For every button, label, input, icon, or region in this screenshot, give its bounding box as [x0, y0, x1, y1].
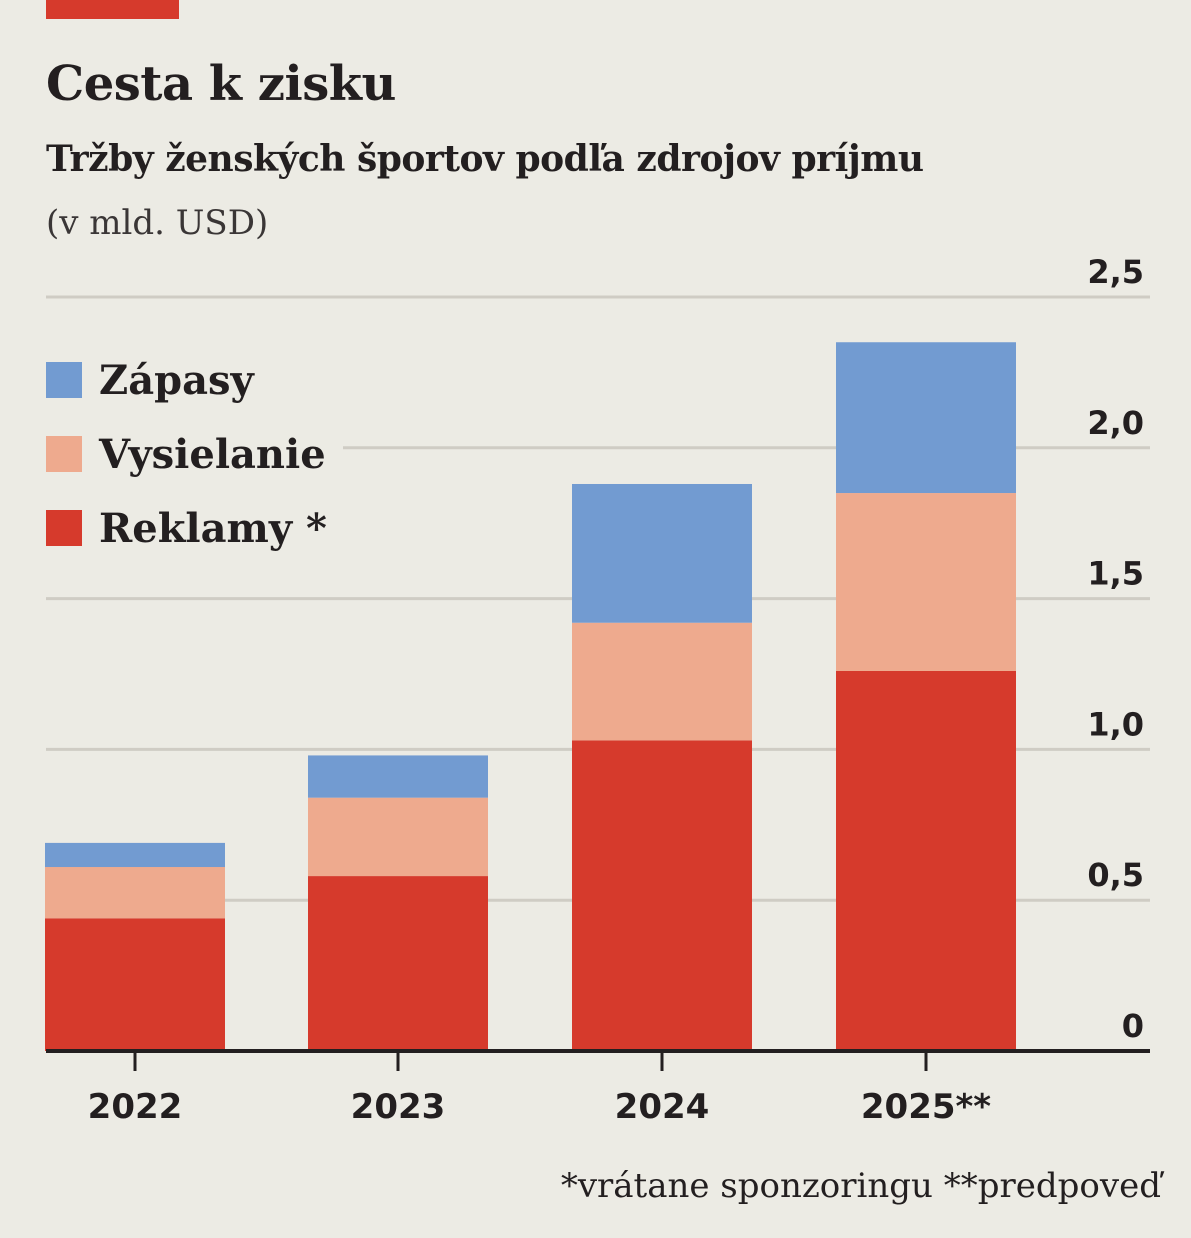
x-tick-label: 2024: [615, 1087, 710, 1127]
accent-bar: [46, 0, 179, 19]
bar-segment: [836, 670, 1016, 1051]
y-tick-label: 0: [1122, 1007, 1144, 1045]
x-tick-label: 2025**: [861, 1087, 991, 1127]
bar-segment: [45, 918, 225, 1051]
y-tick-label: 2,5: [1087, 253, 1144, 291]
legend-item: Vysielanie: [46, 417, 327, 491]
chart-title: Cesta k zisku: [46, 56, 396, 112]
bar-segment: [572, 483, 752, 623]
y-tick-label: 2,0: [1087, 404, 1144, 442]
unit-label: (v mld. USD): [46, 203, 269, 243]
bar-segment: [308, 797, 488, 877]
bar-segment: [45, 842, 225, 868]
footnote: *vrátane sponzoringu **predpoveď: [560, 1166, 1161, 1206]
y-tick-label: 0,5: [1087, 856, 1144, 894]
legend-item: Zápasy: [46, 343, 327, 417]
y-tick-label: 1,5: [1087, 555, 1144, 593]
bar-segment: [836, 493, 1016, 671]
bar-segment: [572, 622, 752, 741]
bar-segment: [45, 867, 225, 919]
x-tick-label: 2022: [88, 1087, 183, 1127]
chart-subtitle: Tržby ženských športov podľa zdrojov prí…: [46, 138, 924, 180]
legend-label: Reklamy *: [99, 504, 327, 552]
legend-label: Zápasy: [99, 356, 254, 404]
x-tick-label: 2023: [351, 1087, 446, 1127]
legend-swatch: [46, 436, 82, 472]
x-tick-labels: 2022 2023 2024 2025**: [88, 1087, 992, 1127]
legend-swatch: [46, 362, 82, 398]
bar-segment: [572, 740, 752, 1051]
legend-swatch: [46, 510, 82, 546]
x-axis: [46, 1049, 1150, 1071]
y-tick-labels: 0 0,5 1,0 1,5 2,0 2,5: [1087, 253, 1144, 1045]
bar-segment: [308, 755, 488, 798]
legend-item: Reklamy *: [46, 491, 327, 565]
legend: Zápasy Vysielanie Reklamy *: [46, 343, 343, 565]
bar-segment: [836, 342, 1016, 494]
bars: [45, 342, 1016, 1051]
bar-segment: [308, 876, 488, 1051]
legend-label: Vysielanie: [99, 430, 326, 478]
y-tick-label: 1,0: [1087, 705, 1144, 743]
